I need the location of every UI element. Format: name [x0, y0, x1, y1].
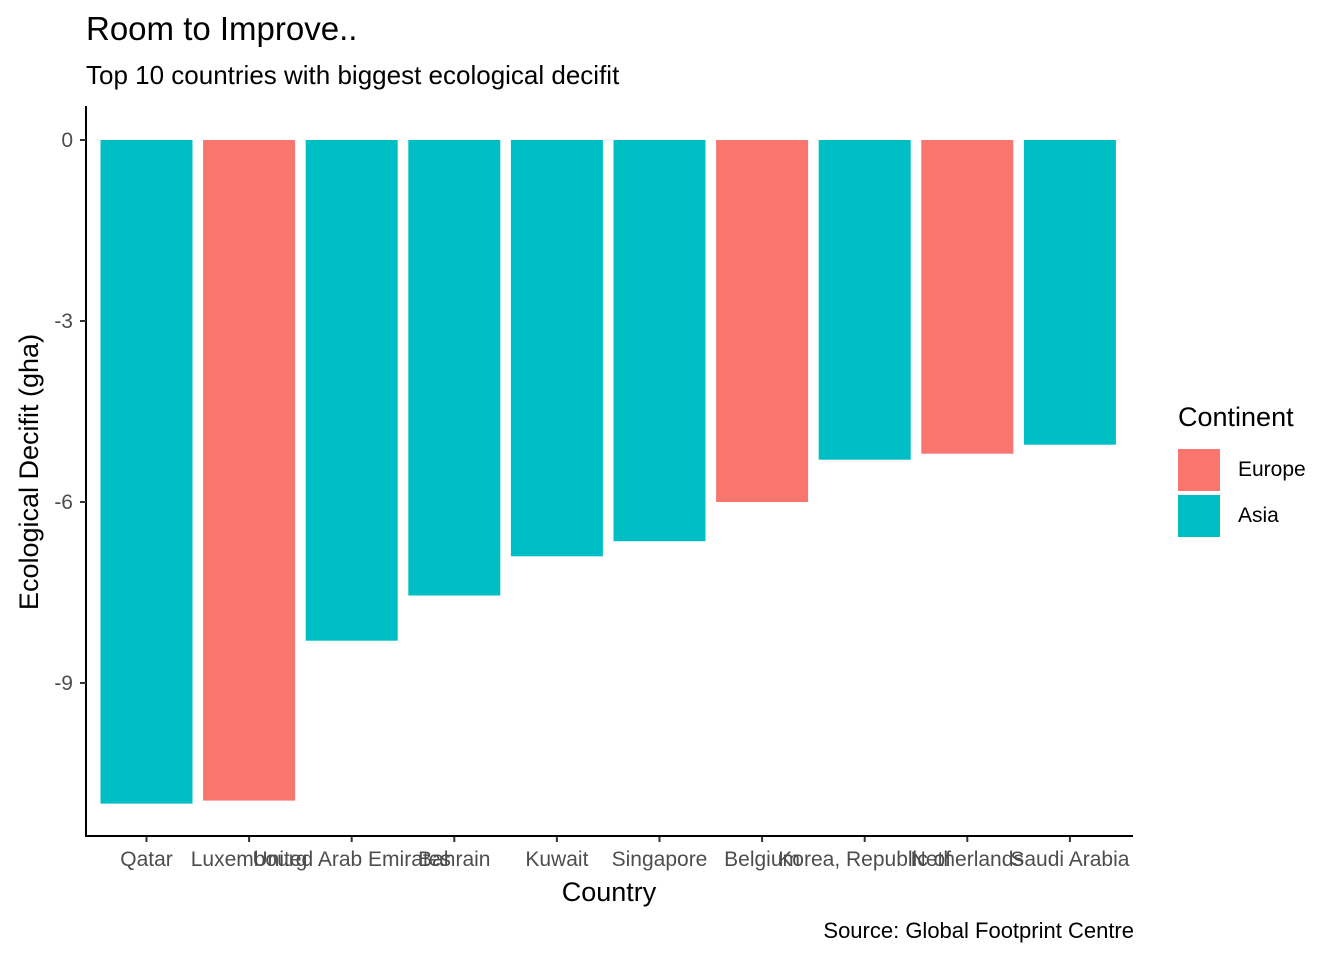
bar-bahrain: [408, 140, 501, 596]
bar-kuwait: [510, 140, 603, 557]
x-tick-label: Singapore: [612, 848, 708, 871]
legend-item-asia: Asia: [1178, 493, 1306, 539]
bar-qatar: [100, 140, 193, 804]
y-tick-label: -3: [54, 310, 73, 333]
y-axis-title: Ecological Decifit (gha): [14, 334, 44, 610]
chart-title: Room to Improve..: [86, 10, 358, 47]
legend: Continent Europe Asia: [1178, 402, 1306, 539]
x-tick-label: Qatar: [120, 848, 173, 871]
chart-caption: Source: Global Footprint Centre: [823, 918, 1134, 943]
bar-saudi-arabia: [1023, 140, 1116, 445]
y-tick-label: 0: [61, 129, 73, 152]
x-tick-label: Bahrain: [418, 848, 490, 871]
legend-label-asia: Asia: [1238, 504, 1279, 527]
x-tick-label: Kuwait: [525, 848, 588, 871]
x-tick-label: Netherlands: [911, 848, 1024, 871]
bar-korea-republic-of: [818, 140, 911, 460]
bars-group: [100, 140, 1116, 804]
chart-subtitle: Top 10 countries with biggest ecological…: [86, 60, 620, 90]
x-axis-title: Country: [562, 877, 657, 907]
legend-swatch-europe: [1178, 449, 1220, 491]
x-tick-label: Saudi Arabia: [1010, 848, 1129, 871]
legend-item-europe: Europe: [1178, 447, 1306, 493]
legend-title: Continent: [1178, 402, 1294, 432]
legend-label-europe: Europe: [1238, 458, 1306, 481]
x-tick-label: Korea, Republic of: [778, 848, 951, 871]
legend-swatch-asia: [1178, 495, 1220, 537]
y-tick-label: -9: [54, 672, 73, 695]
y-tick-label: -6: [54, 491, 73, 514]
bar-singapore: [613, 140, 706, 542]
x-tick-label: Luxembourg: [191, 848, 308, 871]
bar-luxembourg: [203, 140, 296, 801]
x-tick-label: Belgium: [724, 848, 800, 871]
x-tick-label: United Arab Emirates: [252, 848, 450, 871]
bar-united-arab-emirates: [305, 140, 398, 641]
bar-belgium: [716, 140, 809, 502]
bar-netherlands: [921, 140, 1014, 454]
